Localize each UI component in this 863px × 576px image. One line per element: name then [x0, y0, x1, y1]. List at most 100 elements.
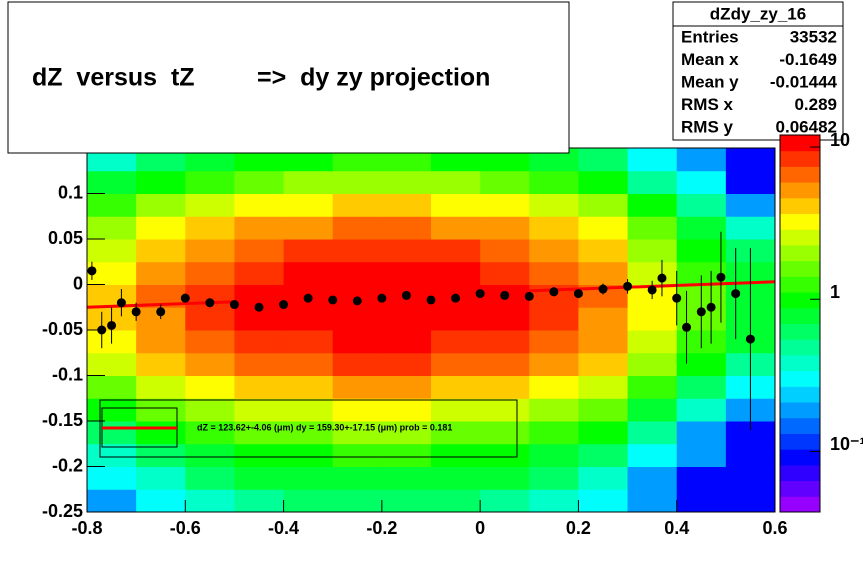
- heat-cell: [529, 466, 579, 490]
- heat-cell: [578, 443, 629, 467]
- heat-cell: [283, 421, 334, 445]
- heat-cell: [87, 489, 137, 513]
- heat-cell: [578, 284, 629, 308]
- heat-cell: [480, 466, 530, 490]
- heat-cell: [627, 170, 678, 194]
- heat-cell: [431, 489, 481, 513]
- palette-band: [780, 496, 820, 513]
- profile-point: [745, 334, 755, 344]
- heat-cell: [725, 193, 776, 217]
- profile-point: [131, 307, 141, 317]
- profile-point: [156, 307, 166, 317]
- heat-cell: [578, 466, 629, 490]
- heat-cell: [283, 489, 334, 513]
- stats-label: RMS y: [681, 117, 734, 136]
- heat-cell: [185, 307, 235, 331]
- y-tick-label: -0.2: [52, 455, 83, 475]
- heat-cell: [332, 375, 383, 399]
- heat-cell: [87, 443, 137, 467]
- heat-cell: [381, 375, 432, 399]
- heat-cell: [431, 261, 481, 285]
- heat-cell: [87, 398, 137, 422]
- heat-cell: [332, 352, 383, 376]
- heat-cell: [87, 421, 137, 445]
- title-box: [7, 1, 570, 154]
- heat-cell: [529, 216, 579, 240]
- heat-cell: [283, 398, 334, 422]
- heat-cell: [283, 148, 334, 172]
- profile-point: [573, 289, 583, 299]
- profile-point: [647, 285, 657, 295]
- palette-band: [780, 323, 820, 340]
- heat-cell: [87, 352, 137, 376]
- heat-cell: [283, 170, 334, 194]
- palette-frame: [779, 134, 821, 513]
- profile-point: [303, 293, 313, 303]
- heat-cell: [480, 421, 530, 445]
- heat-cell: [136, 261, 186, 285]
- heat-cell: [234, 239, 285, 263]
- heat-cell: [627, 193, 678, 217]
- heat-cell: [87, 375, 137, 399]
- legend-box: [99, 399, 518, 458]
- heat-cell: [480, 375, 530, 399]
- x-tick-label: -0.6: [170, 518, 201, 538]
- palette-band: [780, 449, 820, 466]
- y-tick-label: -0.05: [42, 319, 83, 339]
- profile-point: [87, 266, 97, 276]
- heat-cell: [283, 307, 334, 331]
- palette-band: [780, 213, 820, 230]
- palette-band: [780, 354, 820, 372]
- heat-cell: [136, 170, 186, 194]
- heat-cell: [185, 443, 235, 467]
- heat-cell: [234, 148, 285, 172]
- heat-cell: [578, 193, 629, 217]
- palette-band: [780, 229, 820, 246]
- heat-cell: [234, 443, 285, 467]
- heat-cell: [234, 193, 285, 217]
- heat-cell: [578, 261, 629, 285]
- heat-cell: [578, 489, 629, 513]
- heat-cell: [627, 330, 678, 354]
- x-tick-label: 0.4: [664, 518, 689, 538]
- heat-cell: [283, 216, 334, 240]
- heat-cell: [381, 466, 432, 490]
- palette-band: [780, 166, 820, 183]
- heat-cell: [332, 443, 383, 467]
- heat-cell: [136, 421, 186, 445]
- heat-cell: [480, 148, 530, 172]
- z-tick-label: 10: [830, 130, 850, 150]
- heat-cell: [332, 239, 383, 263]
- heat-cell: [578, 421, 629, 445]
- stats-value: 33532: [790, 27, 837, 46]
- heat-cell: [480, 216, 530, 240]
- profile-point: [657, 273, 667, 283]
- heat-cell: [480, 398, 530, 422]
- x-tick-label: 0: [475, 518, 485, 538]
- heat-cell: [381, 148, 432, 172]
- profile-point: [401, 290, 411, 300]
- heat-cell: [136, 489, 186, 513]
- heat-cell: [725, 148, 776, 172]
- heat-cell: [431, 330, 481, 354]
- heat-cell: [283, 261, 334, 285]
- profile-point: [524, 291, 534, 301]
- heat-cell: [87, 239, 137, 263]
- heat-cell: [676, 216, 727, 240]
- heat-cell: [332, 307, 383, 331]
- palette-band: [780, 480, 820, 497]
- heat-cell: [676, 239, 727, 263]
- profile-point: [451, 293, 461, 303]
- heat-cell: [529, 352, 579, 376]
- heat-cell: [185, 466, 235, 490]
- heat-cell: [136, 443, 186, 467]
- heat-cell: [578, 216, 629, 240]
- heat-cell: [627, 421, 678, 445]
- heat-cell: [529, 261, 579, 285]
- heat-cell: [431, 352, 481, 376]
- y-tick-label: -0.1: [52, 364, 83, 384]
- heat-cell: [529, 193, 579, 217]
- heat-cell: [529, 148, 579, 172]
- heat-cell: [185, 148, 235, 172]
- heat-cell: [332, 421, 383, 445]
